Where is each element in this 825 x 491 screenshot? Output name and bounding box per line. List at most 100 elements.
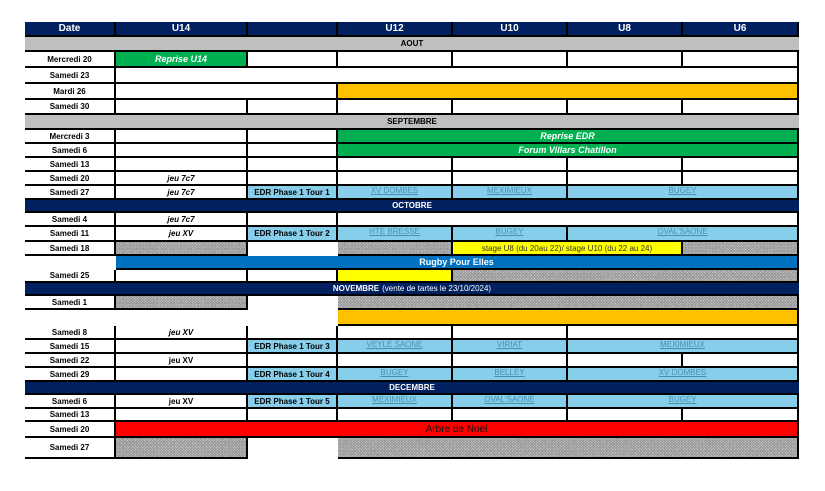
event-cell[interactable]: EDR Phase 1 Tour 4 [248, 368, 338, 382]
empty-cell[interactable] [338, 354, 453, 368]
empty-cell[interactable] [683, 242, 799, 256]
empty-cell[interactable] [248, 270, 338, 283]
event-cell[interactable]: Rugby Pour Elles [116, 256, 799, 270]
header-u14[interactable]: U14 [116, 22, 248, 37]
empty-cell[interactable] [453, 158, 568, 172]
header-u10[interactable]: U10 [453, 22, 568, 37]
empty-cell[interactable] [248, 296, 338, 310]
empty-cell[interactable] [338, 409, 453, 422]
empty-cell[interactable] [683, 409, 799, 422]
empty-cell[interactable] [116, 68, 799, 84]
empty-cell[interactable] [338, 438, 799, 459]
empty-cell[interactable] [338, 326, 453, 340]
empty-cell[interactable] [568, 52, 683, 68]
event-cell[interactable]: EDR Phase 1 Tour 3 [248, 340, 338, 354]
empty-cell[interactable] [116, 296, 248, 310]
date-cell[interactable]: Samedi 27 [25, 438, 116, 459]
event-cell[interactable]: jeu 7c7 [116, 213, 248, 227]
opponent-link-cell[interactable]: BUGEY [338, 368, 453, 382]
month-header[interactable]: AOUT [25, 37, 799, 52]
event-cell[interactable]: EDR Phase 1 Tour 1 [248, 186, 338, 200]
header-u12[interactable]: U12 [338, 22, 453, 37]
event-cell[interactable]: jeu XV [116, 395, 248, 409]
empty-cell[interactable] [116, 144, 248, 158]
month-header[interactable]: NOVEMBRE (vente de tartes le 23/10/2024) [25, 283, 799, 296]
empty-cell[interactable] [116, 100, 248, 115]
event-cell[interactable]: EDR Phase 1 Tour 2 [248, 227, 338, 242]
opponent-link-cell[interactable]: XV DOMBES [568, 368, 799, 382]
empty-cell[interactable] [248, 409, 338, 422]
date-cell[interactable]: Samedi 6 [25, 144, 116, 158]
empty-cell[interactable] [568, 172, 683, 186]
date-cell[interactable]: Samedi 20 [25, 422, 116, 438]
date-cell[interactable]: Mercredi 3 [25, 130, 116, 144]
date-cell[interactable]: Samedi 27 [25, 186, 116, 200]
empty-cell[interactable] [683, 172, 799, 186]
empty-cell[interactable] [116, 242, 248, 256]
empty-cell[interactable] [116, 84, 338, 100]
empty-cell[interactable] [453, 52, 568, 68]
opponent-link-cell[interactable]: OVAL'SAONE [568, 227, 799, 242]
event-cell[interactable]: jeu 7c7 [116, 172, 248, 186]
empty-cell[interactable] [338, 270, 453, 283]
empty-cell[interactable] [453, 270, 799, 283]
opponent-link-cell[interactable]: MEXIMIEUX [453, 186, 568, 200]
empty-cell[interactable] [338, 100, 453, 115]
opponent-link-cell[interactable]: OVAL'SAONE [453, 395, 568, 409]
event-cell[interactable]: jeu XV [116, 227, 248, 242]
empty-cell[interactable] [248, 438, 338, 459]
empty-cell[interactable] [248, 158, 338, 172]
header-date[interactable]: Date [25, 22, 116, 37]
header-u8[interactable]: U8 [568, 22, 683, 37]
date-cell[interactable]: Samedi 1 [25, 296, 116, 310]
date-cell[interactable]: Samedi 22 [25, 354, 116, 368]
opponent-link-cell[interactable]: VIRIAT [453, 340, 568, 354]
empty-cell[interactable] [116, 270, 248, 283]
opponent-link-cell[interactable]: BELLEY [453, 368, 568, 382]
empty-cell[interactable] [453, 354, 568, 368]
opponent-link-cell[interactable]: MEXIMIEUX [568, 340, 799, 354]
event-cell[interactable]: Arbre de Noël [116, 422, 799, 438]
empty-cell[interactable] [338, 172, 453, 186]
empty-cell[interactable] [338, 84, 799, 100]
empty-cell[interactable] [248, 52, 338, 68]
header-blank[interactable] [248, 22, 338, 37]
empty-cell[interactable] [116, 310, 248, 326]
opponent-link-cell[interactable]: VEYLE SAONE [338, 340, 453, 354]
empty-cell[interactable] [338, 310, 799, 326]
empty-cell[interactable] [248, 144, 338, 158]
month-header[interactable]: DECEMBRE [25, 382, 799, 395]
empty-cell[interactable] [248, 310, 338, 326]
event-cell[interactable]: Reprise EDR [338, 130, 799, 144]
empty-cell[interactable] [568, 158, 683, 172]
month-header[interactable]: SEPTEMBRE [25, 115, 799, 130]
empty-cell[interactable] [568, 409, 683, 422]
date-cell[interactable] [25, 310, 116, 326]
date-cell[interactable]: Mercredi 20 [25, 52, 116, 68]
opponent-link-cell[interactable]: HTE BRESSE [338, 227, 453, 242]
empty-cell[interactable] [248, 326, 338, 340]
date-cell[interactable]: Samedi 11 [25, 227, 116, 242]
empty-cell[interactable] [116, 438, 248, 459]
date-cell[interactable]: Mardi 26 [25, 84, 116, 100]
opponent-link-cell[interactable]: BUGEY [453, 227, 568, 242]
empty-cell[interactable] [248, 354, 338, 368]
date-cell[interactable]: Samedi 18 [25, 242, 116, 256]
date-cell[interactable]: Samedi 6 [25, 395, 116, 409]
empty-cell[interactable] [338, 158, 453, 172]
empty-cell[interactable] [338, 242, 453, 256]
date-cell[interactable] [25, 256, 116, 270]
opponent-link-cell[interactable]: BUGEY [568, 186, 799, 200]
empty-cell[interactable] [248, 130, 338, 144]
empty-cell[interactable] [338, 296, 799, 310]
empty-cell[interactable] [116, 368, 248, 382]
date-cell[interactable]: Samedi 20 [25, 172, 116, 186]
empty-cell[interactable] [453, 172, 568, 186]
date-cell[interactable]: Samedi 8 [25, 326, 116, 340]
empty-cell[interactable] [453, 326, 568, 340]
date-cell[interactable]: Samedi 4 [25, 213, 116, 227]
opponent-link-cell[interactable]: BUGEY [568, 395, 799, 409]
event-cell[interactable]: jeu XV [116, 354, 248, 368]
empty-cell[interactable] [453, 100, 568, 115]
empty-cell[interactable] [683, 52, 799, 68]
